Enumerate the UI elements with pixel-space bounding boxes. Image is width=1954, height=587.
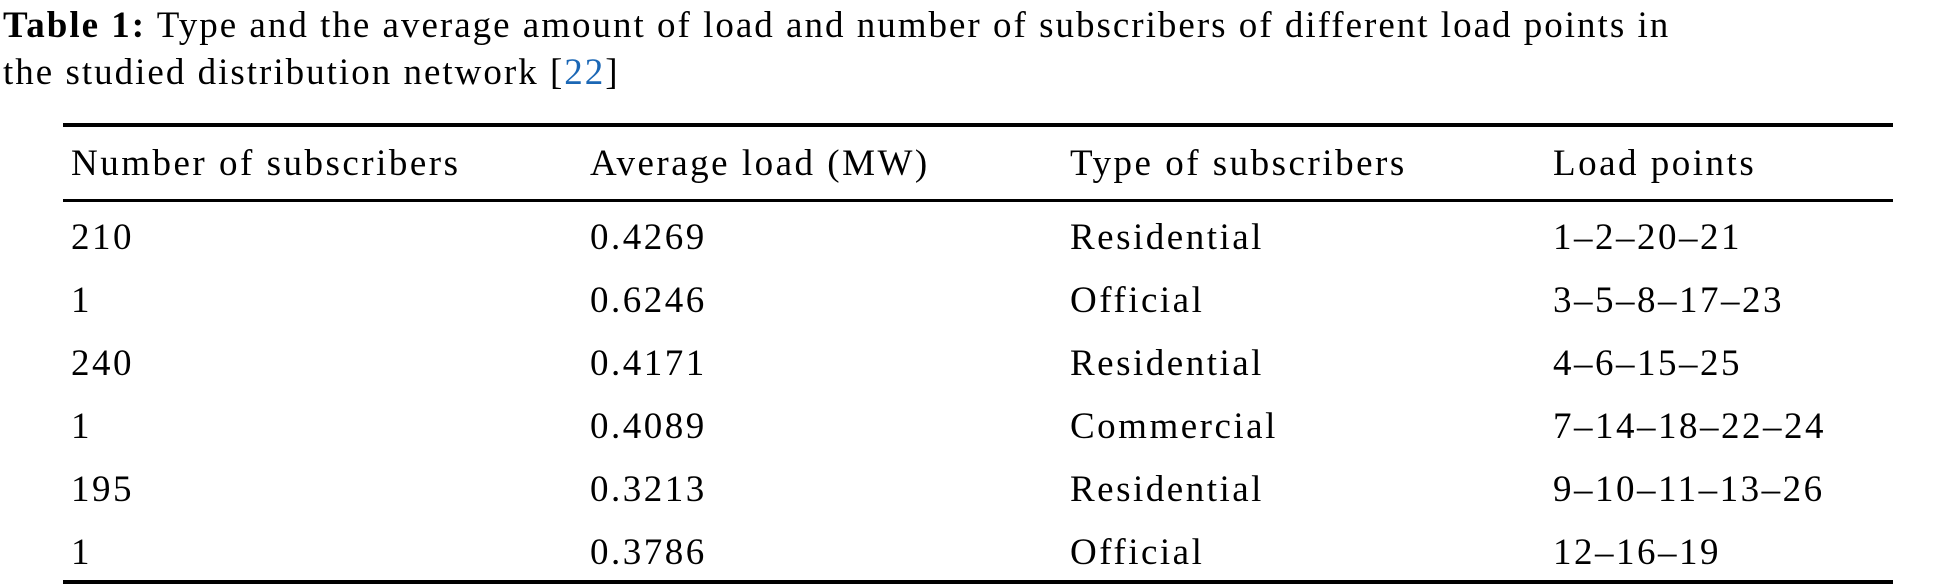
cell-number-of-subscribers-row-2: 1 [71, 280, 92, 321]
table-row-3: 240 0.4171 Residential 4–6–15–25 [63, 328, 1893, 391]
column-header-number-of-subscribers: Number of subscribers [63, 125, 590, 202]
table-body: 210 0.4269 Residential 1–2–20–21 1 0.6246 Offi… [63, 201, 1893, 583]
subscribers-load-table: Number of subscribers Average load (MW) Ty… [63, 123, 1893, 584]
table-header-row: Number of subscribers Average load (MW) Ty… [63, 125, 1893, 202]
table-row-6: 1 0.3786 Official 12–16–19 [63, 517, 1893, 582]
cell-load-points-row-5: 9–10–11–13–26 [1553, 469, 1825, 510]
cell-number-of-subscribers-row-6: 1 [71, 532, 92, 573]
caption-text-1: Type and the average amount of load and … [146, 5, 1671, 46]
caption-text-3: ] [605, 52, 620, 93]
caption-label: Table 1: [3, 5, 147, 46]
cell-average-load-mw-row-4: 0.4089 [590, 406, 707, 447]
cell-load-points-row-3: 4–6–15–25 [1553, 343, 1742, 384]
cell-number-of-subscribers-row-4: 1 [71, 406, 92, 447]
caption-line-1: Table 1: Type and the average amount of … [3, 2, 1954, 49]
cell-average-load-mw-row-2: 0.6246 [590, 280, 707, 321]
cell-average-load-mw-row-1: 0.4269 [590, 217, 707, 258]
cell-number-of-subscribers-row-3: 240 [71, 343, 134, 384]
table-row-1: 210 0.4269 Residential 1–2–20–21 [63, 201, 1893, 266]
caption-text-2: the studied distribution network [ [3, 52, 565, 93]
cell-average-load-mw-row-6: 0.3786 [590, 532, 707, 573]
caption-line-2: the studied distribution network [22] [3, 49, 1954, 96]
cell-type-of-subscribers-row-4: Commercial [1070, 406, 1278, 447]
cell-average-load-mw-row-5: 0.3213 [590, 469, 707, 510]
cell-type-of-subscribers-row-5: Residential [1070, 469, 1264, 510]
cell-type-of-subscribers-row-6: Official [1070, 532, 1205, 573]
column-header-average-load-mw: Average load (MW) [590, 125, 1070, 202]
table-caption: Table 1: Type and the average amount of … [3, 2, 1954, 96]
column-header-type-of-subscribers: Type of subscribers [1070, 125, 1553, 202]
cell-type-of-subscribers-row-1: Residential [1070, 217, 1264, 258]
cell-number-of-subscribers-row-5: 195 [71, 469, 134, 510]
table-header: Number of subscribers Average load (MW) Ty… [63, 125, 1893, 202]
column-header-load-points: Load points [1553, 125, 1893, 202]
table-row-4: 1 0.4089 Commercial 7–14–18–22–24 [63, 391, 1893, 454]
citation-link[interactable]: 22 [564, 52, 606, 93]
cell-load-points-row-2: 3–5–8–17–23 [1553, 280, 1784, 321]
cell-type-of-subscribers-row-3: Residential [1070, 343, 1264, 384]
cell-load-points-row-6: 12–16–19 [1553, 532, 1721, 573]
table-row-2: 1 0.6246 Official 3–5–8–17–23 [63, 265, 1893, 328]
cell-load-points-row-4: 7–14–18–22–24 [1553, 406, 1826, 447]
cell-load-points-row-1: 1–2–20–21 [1553, 217, 1742, 258]
table-row-5: 195 0.3213 Residential 9–10–11–13–26 [63, 454, 1893, 517]
cell-average-load-mw-row-3: 0.4171 [590, 343, 707, 384]
cell-number-of-subscribers-row-1: 210 [71, 217, 134, 258]
cell-type-of-subscribers-row-2: Official [1070, 280, 1205, 321]
